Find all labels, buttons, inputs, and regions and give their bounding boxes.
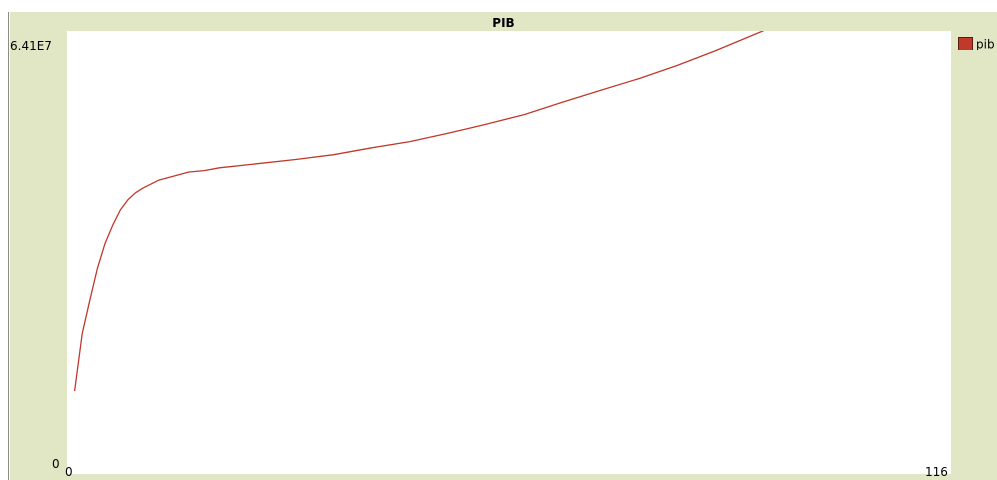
- window-edge-line: [8, 12, 9, 480]
- plot-widget: PIB 6.41E7 0 0 116 pib: [10, 12, 997, 480]
- chart-canvas: [73, 31, 765, 392]
- x-axis-min-label: 0: [65, 465, 73, 479]
- x-axis-max-label: 116: [925, 465, 948, 479]
- plot-title: PIB: [492, 16, 515, 30]
- legend: pib: [958, 34, 995, 50]
- y-axis-max-label: 6.41E7: [10, 39, 52, 53]
- legend-swatch-pib: [958, 37, 973, 50]
- legend-label-pib: pib: [976, 37, 995, 51]
- y-axis-min-label: 0: [52, 457, 60, 471]
- plot-area: [67, 31, 951, 474]
- series-line-pib: [73, 31, 765, 392]
